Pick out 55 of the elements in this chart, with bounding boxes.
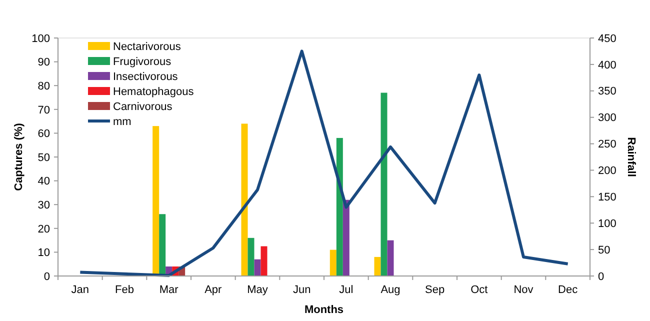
- x-tick-label: Sep: [425, 284, 445, 296]
- y-tick-label: 60: [38, 128, 50, 140]
- bar: [152, 126, 160, 276]
- y-tick-label: 20: [38, 223, 50, 236]
- y-tick-label: 10: [38, 247, 50, 260]
- legend-label: Insectivorous: [113, 70, 178, 83]
- y2-tick-label: 450: [598, 32, 616, 45]
- legend-label: mm: [113, 116, 132, 128]
- bar: [380, 92, 388, 276]
- bar: [342, 200, 350, 276]
- x-tick-label: Apr: [204, 284, 222, 296]
- bar: [248, 238, 254, 276]
- bar: [159, 214, 166, 276]
- y-axis-title: Captures (%): [13, 122, 25, 191]
- x-tick-label: Nov: [514, 284, 534, 296]
- y-tick-label: 40: [38, 176, 50, 188]
- y-tick-label: 50: [38, 152, 50, 164]
- y-tick-label: 70: [38, 104, 50, 116]
- legend-label: Hematophagous: [113, 86, 194, 98]
- bar: [374, 256, 381, 276]
- y2-tick-label: 300: [598, 112, 616, 124]
- bar: [260, 246, 268, 276]
- x-tick-label: Aug: [380, 284, 400, 296]
- x-tick-label: Dec: [558, 284, 578, 296]
- y-tick-label: 80: [38, 80, 50, 92]
- bar: [330, 250, 336, 276]
- y-tick-label: 90: [38, 56, 50, 69]
- legend-label: Frugivorous: [113, 56, 172, 68]
- y2-tick-label: 150: [598, 192, 616, 204]
- y2-tick-label: 50: [598, 244, 610, 256]
- x-tick-label: Mar: [159, 284, 179, 296]
- x-tick-label: Oct: [470, 284, 488, 296]
- x-axis-title: Months: [304, 304, 344, 316]
- y2-tick-label: 200: [598, 165, 616, 178]
- y2-tick-label: 100: [598, 218, 616, 230]
- x-tick-label: Jan: [71, 284, 90, 296]
- line-series: [78, 50, 570, 277]
- x-tick-label: Jul: [339, 284, 354, 296]
- y-tick-label: 30: [38, 199, 50, 212]
- x-tick-label: Feb: [115, 284, 134, 296]
- bar: [387, 240, 394, 276]
- bar: [241, 124, 248, 276]
- x-tick-label: Jun: [292, 284, 311, 296]
- y2-axis-title: Rainfall: [625, 137, 637, 177]
- x-tick-label: May: [247, 284, 268, 296]
- y2-tick-label: 350: [598, 86, 616, 98]
- legend-label: Nectarivorous: [113, 40, 182, 53]
- y-tick-label: 0: [44, 270, 50, 283]
- legend-label: Carnivorous: [113, 100, 173, 113]
- y2-tick-label: 250: [598, 138, 616, 151]
- bar: [336, 138, 343, 276]
- bar: [254, 259, 261, 276]
- y2-tick-label: 0: [598, 270, 604, 283]
- y2-tick-label: 400: [598, 59, 616, 72]
- y-tick-label: 100: [32, 32, 50, 45]
